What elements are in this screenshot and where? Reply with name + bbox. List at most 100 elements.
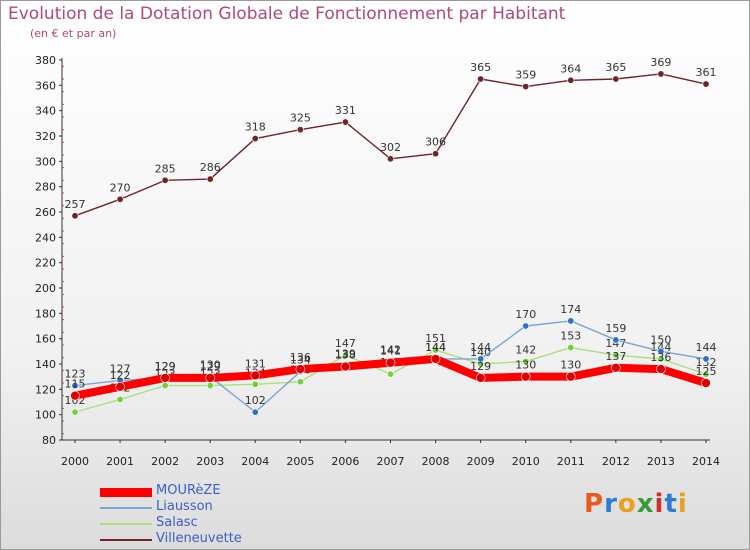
data-point: [116, 395, 124, 403]
data-label: 129: [470, 360, 491, 373]
data-label: 159: [605, 322, 626, 335]
x-tick-label: 2008: [422, 455, 450, 468]
data-label: 139: [335, 347, 356, 360]
data-point: [161, 382, 169, 390]
data-label: 129: [155, 360, 176, 373]
data-point: [251, 408, 259, 416]
data-point: [430, 354, 441, 364]
data-point: [432, 346, 440, 354]
data-point: [71, 382, 79, 390]
data-point: [70, 390, 80, 401]
data-point: [612, 351, 620, 359]
data-point: [567, 317, 575, 325]
legend-label: Salasc: [156, 515, 198, 530]
data-label: 325: [290, 112, 311, 125]
data-label: 302: [380, 141, 401, 154]
y-tick-label: 220: [35, 257, 56, 270]
data-point: [250, 370, 261, 381]
data-label: 131: [245, 357, 266, 370]
y-tick-label: 120: [35, 383, 56, 396]
legend-swatch: [100, 523, 152, 525]
data-label: 144: [425, 341, 446, 354]
legend-item: Liausson: [100, 499, 300, 516]
data-label: 132: [696, 356, 717, 369]
x-tick-label: 2014: [692, 455, 720, 468]
data-label: 122: [110, 369, 131, 382]
data-point: [71, 408, 79, 416]
data-point: [206, 382, 214, 390]
data-label: 136: [650, 351, 671, 364]
data-label: 365: [470, 61, 491, 74]
data-point: [115, 381, 125, 392]
data-label: 150: [650, 333, 671, 346]
data-label: 102: [245, 394, 266, 407]
data-point: [522, 83, 530, 91]
data-label: 142: [380, 343, 401, 356]
data-point: [161, 176, 169, 184]
data-point: [341, 351, 349, 359]
data-label: 142: [515, 343, 536, 356]
x-tick-label: 2012: [602, 455, 630, 468]
y-tick-label: 280: [35, 181, 56, 194]
chart-subtitle: (en € et par an): [30, 27, 117, 40]
data-point: [567, 76, 575, 84]
data-point: [702, 370, 710, 378]
data-label: 125: [696, 365, 717, 378]
legend-label: Villeneuvette: [156, 531, 242, 546]
chart-title: Evolution de la Dotation Globale de Fonc…: [8, 4, 566, 24]
data-point: [296, 378, 304, 386]
data-point: [206, 175, 214, 183]
data-label: 130: [200, 359, 221, 372]
y-tick-label: 300: [35, 155, 56, 168]
data-point: [567, 344, 575, 352]
x-tick-label: 2002: [151, 455, 179, 468]
x-tick-label: 2000: [61, 455, 89, 468]
data-point: [205, 373, 216, 383]
data-label: 174: [560, 303, 581, 316]
y-tick-label: 80: [42, 434, 56, 447]
data-label: 147: [605, 337, 626, 350]
data-label: 136: [290, 351, 311, 364]
data-label: 153: [560, 330, 581, 343]
data-label: 138: [335, 349, 356, 362]
data-point: [295, 364, 306, 374]
data-point: [522, 322, 530, 330]
data-point: [702, 80, 710, 88]
data-point: [657, 70, 665, 78]
y-tick-label: 360: [35, 79, 56, 92]
y-tick-label: 100: [35, 409, 56, 422]
legend-item: Salasc: [100, 515, 300, 532]
data-label: 137: [605, 350, 626, 363]
data-label: 129: [155, 360, 176, 373]
data-label: 134: [290, 354, 311, 367]
x-tick-label: 2001: [106, 455, 134, 468]
y-tick-label: 180: [35, 307, 56, 320]
data-label: 270: [110, 181, 131, 194]
data-label: 144: [425, 341, 446, 354]
data-point: [657, 355, 665, 363]
x-tick-label: 2009: [467, 455, 495, 468]
x-tick-label: 2011: [557, 455, 585, 468]
data-label: 257: [65, 198, 86, 211]
data-point: [522, 357, 530, 365]
data-point: [702, 355, 710, 363]
data-point: [341, 118, 349, 126]
data-point: [71, 212, 79, 220]
y-tick-label: 340: [35, 105, 56, 118]
legend-label: Liausson: [156, 499, 213, 514]
data-point: [612, 336, 620, 344]
data-label: 369: [650, 56, 671, 69]
x-tick-label: 2006: [331, 455, 359, 468]
y-tick-label: 160: [35, 333, 56, 346]
data-point: [475, 373, 486, 383]
legend-swatch: [100, 487, 152, 497]
y-tick-label: 240: [35, 231, 56, 244]
data-label: 130: [560, 359, 581, 372]
data-label: 365: [605, 61, 626, 74]
data-point: [701, 378, 711, 388]
data-label: 331: [335, 104, 356, 117]
data-point: [611, 362, 621, 373]
data-label: 144: [470, 341, 491, 354]
